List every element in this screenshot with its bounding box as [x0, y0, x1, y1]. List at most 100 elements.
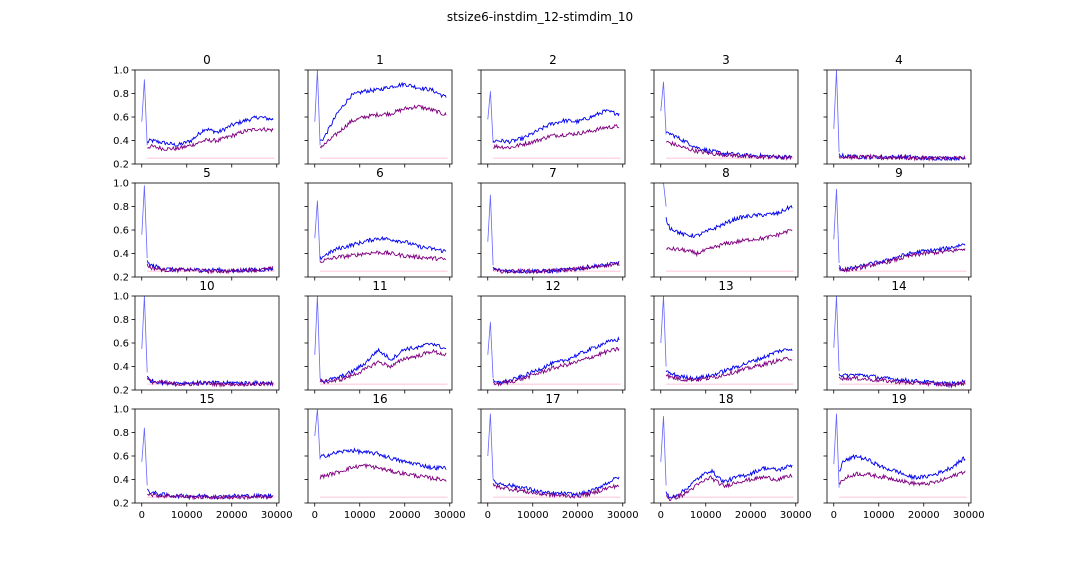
series-line-purple: [319, 348, 447, 385]
series-line-purple: [665, 228, 793, 258]
y-tick-label: 0.6: [113, 452, 129, 463]
x-tick-label: 10000: [517, 510, 549, 521]
subplot-6: 6: [304, 166, 453, 281]
spike-line: [833, 70, 840, 153]
x-tick-label: 30000: [607, 510, 639, 521]
subplot-16: 16 0 10000 20000 30000: [304, 392, 466, 521]
spike-line: [833, 188, 840, 263]
series-line-purple: [665, 473, 793, 502]
series-line-purple: [146, 377, 274, 388]
subplot-frame: [480, 182, 626, 278]
subplot-frame: [826, 182, 972, 278]
series-line-blue: [665, 464, 793, 499]
spike-line: [314, 200, 321, 262]
y-tick-label: 0.8: [113, 428, 129, 439]
subplot-plot-area: [660, 183, 794, 272]
subplot-plot-area: [314, 200, 448, 272]
subplot-plot-area: [487, 194, 621, 275]
subplot-13: 13: [650, 279, 799, 394]
subplot-frame: [653, 408, 799, 504]
subplot-title: 14: [891, 279, 906, 293]
subplot-2: 2: [477, 53, 626, 168]
subplot-plot-area: [314, 296, 448, 385]
subplot-title: 0: [203, 53, 211, 67]
y-tick-label: 0.4: [113, 362, 129, 373]
spike-line: [487, 194, 494, 266]
series-line-blue: [838, 453, 966, 481]
series-line-blue: [146, 115, 274, 147]
series-line-blue: [492, 109, 620, 145]
series-line-blue: [665, 204, 793, 238]
subplot-title: 12: [545, 279, 560, 293]
y-tick-label: 1.0: [113, 179, 129, 190]
series-line-blue: [319, 81, 447, 141]
y-tick-label: 0.2: [113, 160, 129, 171]
x-tick-label: 10000: [171, 510, 203, 521]
x-tick-label: 0: [312, 510, 318, 521]
series-line-purple: [838, 153, 966, 162]
subplot-frame: [134, 295, 280, 391]
y-tick-label: 0.4: [113, 249, 129, 260]
spike-line: [487, 413, 494, 480]
spike-line: [487, 321, 494, 379]
subplot-plot-area: [833, 188, 967, 273]
x-tick-label: 20000: [216, 510, 248, 521]
subplot-frame: [307, 182, 453, 278]
subplot-plot-area: [141, 427, 275, 501]
y-tick-label: 0.8: [113, 202, 129, 213]
subplot-10: 10 0.2 0.4 0.6 0.8 1.0: [113, 279, 280, 397]
subplot-title: 13: [718, 279, 733, 293]
series-line-purple: [492, 261, 620, 275]
x-tick-label: 20000: [562, 510, 594, 521]
subplot-15: 15 0 10000 20000 30000 0.2 0.4 0.6 0.8 1.0: [113, 392, 293, 521]
x-tick-label: 0: [139, 510, 145, 521]
subplot-plot-area: [314, 409, 448, 498]
series-line-blue: [319, 447, 447, 471]
spike-line: [141, 427, 148, 486]
x-tick-label: 0: [658, 510, 664, 521]
subplot-title: 16: [372, 392, 387, 406]
subplot-1: 1: [304, 53, 453, 168]
x-tick-label: 10000: [863, 510, 895, 521]
x-tick-label: 20000: [735, 510, 767, 521]
subplot-title: 19: [891, 392, 906, 406]
subplot-3: 3: [650, 53, 799, 168]
subplot-plot-area: [660, 416, 794, 502]
subplot-9: 9: [823, 166, 972, 281]
subplot-12: 12: [477, 279, 626, 394]
y-tick-label: 0.4: [113, 475, 129, 486]
series-line-blue: [492, 336, 620, 385]
series-line-blue: [492, 476, 620, 498]
subplot-11: 11: [304, 279, 453, 394]
subplot-title: 2: [549, 53, 557, 67]
x-tick-label: 30000: [953, 510, 985, 521]
subplot-frame: [134, 408, 280, 504]
subplot-title: 4: [895, 53, 903, 67]
subplot-plot-area: [660, 81, 794, 161]
series-line-purple: [319, 249, 447, 264]
subplot-plot-area: [660, 296, 794, 385]
y-tick-label: 0.2: [113, 499, 129, 510]
subplot-plot-area: [314, 70, 448, 159]
series-line-purple: [838, 375, 966, 389]
series-line-purple: [665, 356, 793, 383]
series-line-blue: [319, 342, 447, 383]
subplot-title: 7: [549, 166, 557, 180]
subplot-4: 4: [823, 53, 972, 168]
x-tick-label: 0: [485, 510, 491, 521]
x-tick-label: 10000: [690, 510, 722, 521]
y-tick-label: 0.2: [113, 273, 129, 284]
spike-line: [660, 183, 667, 207]
subplot-title: 10: [199, 279, 214, 293]
spike-line: [833, 413, 840, 488]
series-line-blue: [319, 235, 447, 261]
series-line-purple: [319, 104, 447, 149]
y-tick-label: 0.4: [113, 136, 129, 147]
subplot-plot-area: [833, 413, 967, 498]
subplot-title: 11: [372, 279, 387, 293]
figure-title: stsize6-instdim_12-stimdim_10: [446, 10, 634, 24]
y-tick-label: 1.0: [113, 66, 129, 77]
x-tick-label: 30000: [261, 510, 293, 521]
